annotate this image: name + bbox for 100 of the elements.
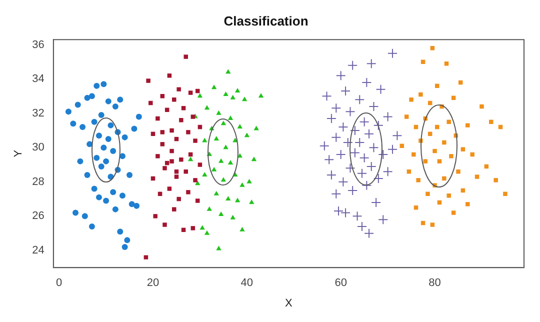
point: [96, 132, 102, 139]
point: [82, 213, 88, 220]
point: [234, 88, 240, 93]
point: [426, 192, 430, 196]
point: [153, 214, 158, 218]
point: [124, 237, 130, 244]
point: [430, 222, 435, 227]
point: [244, 132, 250, 138]
point: [456, 169, 460, 174]
point: [70, 120, 76, 127]
x-tick-label: 60: [334, 277, 347, 290]
point: [416, 178, 420, 182]
point: [94, 82, 100, 89]
point: [331, 132, 342, 142]
point: [412, 152, 416, 157]
point: [373, 120, 384, 130]
point: [160, 142, 165, 146]
point: [100, 144, 107, 151]
point: [160, 130, 165, 134]
point: [193, 138, 198, 143]
point: [94, 154, 100, 161]
point: [167, 186, 172, 191]
point: [234, 198, 240, 202]
point: [322, 91, 332, 102]
point: [240, 226, 245, 232]
point: [242, 96, 248, 102]
point: [466, 202, 470, 206]
point: [230, 214, 236, 220]
point: [220, 177, 226, 182]
point: [110, 189, 116, 196]
point: [338, 122, 348, 132]
point: [418, 92, 423, 97]
point: [188, 90, 193, 95]
point: [148, 100, 153, 106]
y-tick-label: 30: [32, 142, 44, 154]
point: [362, 180, 372, 190]
point: [146, 78, 150, 83]
y-axis-title: Y: [12, 149, 25, 158]
point: [368, 101, 379, 112]
point: [134, 202, 140, 209]
point: [198, 162, 202, 167]
point: [103, 158, 110, 164]
point: [474, 174, 480, 179]
point: [319, 140, 330, 151]
point: [446, 193, 451, 198]
point: [126, 172, 133, 178]
x-tick-label: 0: [56, 277, 62, 290]
point: [354, 94, 365, 105]
point: [144, 255, 148, 260]
point: [170, 159, 174, 164]
point: [112, 206, 118, 212]
point: [336, 70, 346, 81]
point: [392, 130, 402, 141]
point: [112, 103, 118, 110]
point: [98, 163, 104, 170]
point: [338, 176, 348, 187]
point: [446, 120, 451, 124]
point: [91, 118, 98, 125]
point: [368, 142, 379, 153]
point: [220, 120, 226, 126]
x-tick-label: 20: [146, 277, 160, 290]
point: [188, 156, 194, 162]
point: [331, 103, 342, 114]
point: [214, 190, 219, 196]
point: [84, 172, 90, 178]
point: [326, 170, 336, 180]
point: [216, 110, 222, 115]
point: [186, 130, 190, 134]
point: [466, 123, 470, 128]
point: [162, 166, 167, 170]
point: [480, 104, 484, 109]
point: [350, 125, 360, 136]
point: [74, 102, 81, 108]
point: [202, 172, 208, 177]
point: [356, 221, 367, 232]
point: [359, 116, 370, 127]
point: [366, 58, 376, 69]
y-tick-label: 24: [32, 244, 44, 256]
point: [190, 114, 196, 119]
point: [218, 158, 224, 163]
point: [170, 128, 174, 133]
x-axis-title: X: [285, 297, 294, 310]
point: [96, 194, 102, 200]
point: [105, 98, 112, 104]
point: [204, 105, 210, 110]
point: [442, 140, 446, 145]
point: [190, 226, 196, 230]
point: [371, 197, 382, 208]
point: [352, 211, 362, 222]
point: [348, 185, 358, 196]
point: [193, 178, 198, 182]
point: [362, 77, 372, 88]
y-tick-label: 36: [32, 38, 44, 51]
point: [179, 157, 184, 162]
point: [214, 136, 219, 141]
point: [156, 154, 160, 158]
point: [388, 48, 398, 58]
point: [326, 113, 336, 124]
point: [503, 192, 508, 196]
point: [364, 128, 374, 139]
